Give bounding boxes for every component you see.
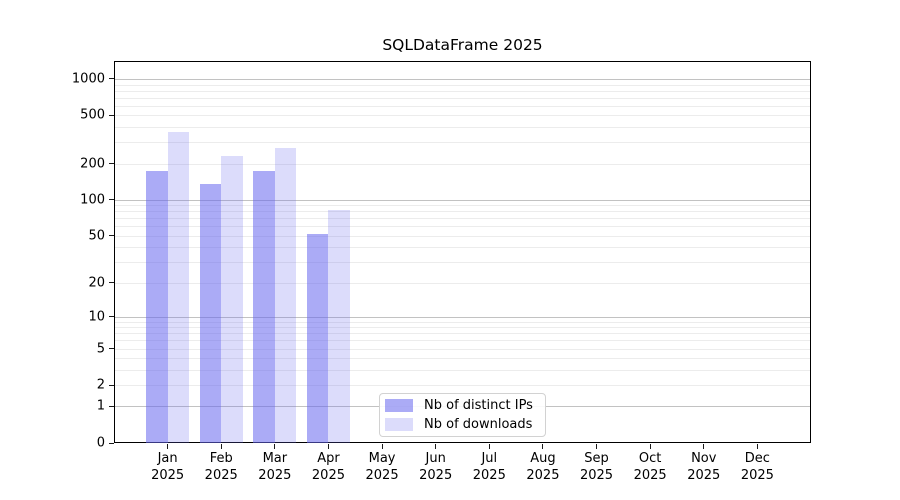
gridline-minor-200 [114, 164, 811, 165]
x-tick-feb [221, 444, 222, 449]
x-tick-jan [167, 444, 168, 449]
gridline-minor-400 [114, 127, 811, 128]
y-tick-2 [109, 385, 114, 386]
y-tick-label-0: 0 [0, 436, 105, 451]
y-tick-10 [109, 316, 114, 317]
y-tick-0 [109, 443, 114, 444]
x-tick-label-dec: Dec 2025 [741, 450, 774, 484]
bar-downloads-apr [328, 210, 350, 443]
x-tick-label-jan: Jan 2025 [151, 450, 184, 484]
x-tick-label-apr: Apr 2025 [312, 450, 345, 484]
gridline-minor-700 [114, 98, 811, 99]
x-tick-apr [328, 444, 329, 449]
y-tick-label-10: 10 [0, 309, 105, 324]
y-tick-label-1: 1 [0, 399, 105, 414]
legend-swatch-downloads [385, 418, 413, 431]
x-tick-jul [489, 444, 490, 449]
y-tick-20 [109, 282, 114, 283]
bar-downloads-feb [221, 156, 243, 443]
x-tick-label-jun: Jun 2025 [419, 450, 452, 484]
legend-item-distinct-ips: Nb of distinct IPs [385, 397, 537, 415]
gridline-minor-800 [114, 91, 811, 92]
x-tick-label-oct: Oct 2025 [634, 450, 667, 484]
bar-distinct-ips-apr [307, 234, 329, 443]
x-tick-dec [757, 444, 758, 449]
gridline-major-1000 [114, 79, 811, 80]
x-tick-label-may: May 2025 [366, 450, 399, 484]
plot-area [114, 61, 811, 443]
x-tick-mar [274, 444, 275, 449]
y-tick-label-200: 200 [0, 156, 105, 171]
chart-figure: SQLDataFrame 2025 Nb of distinct IPs Nb … [0, 0, 900, 500]
legend: Nb of distinct IPs Nb of downloads [379, 393, 546, 437]
y-tick-5 [109, 348, 114, 349]
gridline-minor-300 [114, 142, 811, 143]
x-tick-oct [650, 444, 651, 449]
gridline-minor-500 [114, 115, 811, 116]
x-tick-may [382, 444, 383, 449]
y-tick-500 [109, 115, 114, 116]
chart-title: SQLDataFrame 2025 [114, 36, 811, 54]
x-tick-label-jul: Jul 2025 [473, 450, 506, 484]
x-tick-nov [703, 444, 704, 449]
bar-downloads-jan [168, 132, 190, 443]
y-tick-label-5: 5 [0, 341, 105, 356]
y-tick-50 [109, 235, 114, 236]
bar-downloads-mar [275, 148, 297, 443]
x-tick-jun [435, 444, 436, 449]
y-tick-label-500: 500 [0, 108, 105, 123]
legend-label-distinct-ips: Nb of distinct IPs [424, 398, 533, 413]
x-tick-label-aug: Aug 2025 [526, 450, 559, 484]
gridline-minor-900 [114, 85, 811, 86]
legend-label-downloads: Nb of downloads [424, 417, 532, 432]
y-tick-label-2: 2 [0, 378, 105, 393]
x-tick-aug [542, 444, 543, 449]
bar-distinct-ips-feb [200, 184, 222, 443]
x-tick-label-sep: Sep 2025 [580, 450, 613, 484]
gridline-minor-600 [114, 106, 811, 107]
y-tick-label-1000: 1000 [0, 71, 105, 86]
bar-distinct-ips-jan [146, 171, 168, 443]
x-tick-label-feb: Feb 2025 [205, 450, 238, 484]
y-tick-label-50: 50 [0, 228, 105, 243]
legend-item-downloads: Nb of downloads [385, 415, 537, 433]
y-tick-1000 [109, 78, 114, 79]
bar-distinct-ips-mar [253, 171, 275, 443]
x-tick-sep [596, 444, 597, 449]
x-tick-label-nov: Nov 2025 [687, 450, 720, 484]
y-tick-200 [109, 163, 114, 164]
x-tick-label-mar: Mar 2025 [258, 450, 291, 484]
legend-swatch-distinct-ips [385, 399, 413, 412]
y-tick-100 [109, 199, 114, 200]
y-tick-1 [109, 406, 114, 407]
y-tick-label-100: 100 [0, 192, 105, 207]
y-tick-label-20: 20 [0, 275, 105, 290]
